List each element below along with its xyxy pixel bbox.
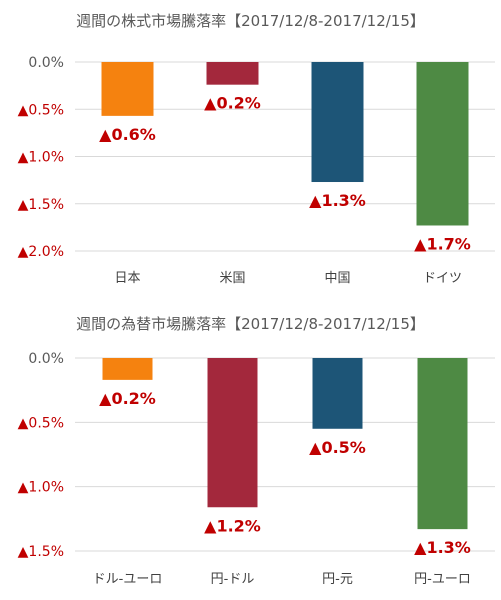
chart-title-fx: 週間の為替市場騰落率【2017/12/8-2017/12/15】	[76, 315, 425, 333]
fx-data-label-4: ▲1.3%	[414, 538, 471, 557]
stocks-data-label-2: ▲0.2%	[204, 94, 261, 113]
fx-data-label-2: ▲1.2%	[204, 516, 261, 535]
stocks-ytick-label: ▲0.5%	[18, 102, 64, 118]
fx-category-label-2: 円-ドル	[211, 572, 255, 587]
fx-ytick-label: ▲1.5%	[18, 544, 64, 560]
stocks-bar-3	[311, 62, 364, 183]
stocks-bar-4	[416, 62, 469, 226]
stocks-category-label-4: ドイツ	[423, 271, 462, 286]
stocks-ytick-label: ▲1.0%	[18, 150, 64, 166]
stocks-data-label-3: ▲1.3%	[309, 191, 366, 210]
stocks-ytick-label: ▲2.0%	[18, 244, 64, 260]
stocks-category-label-3: 中国	[324, 271, 350, 286]
fx-bar-2	[207, 358, 258, 508]
stocks-category-label-1: 日本	[114, 271, 140, 286]
stocks-ytick-label: 0.0%	[28, 55, 64, 71]
fx-data-label-1: ▲0.2%	[99, 389, 156, 408]
chart-title-stocks: 週間の株式市場騰落率【2017/12/8-2017/12/15】	[76, 12, 425, 30]
stocks-data-label-4: ▲1.7%	[414, 234, 471, 253]
stocks-category-label-2: 米国	[219, 271, 245, 286]
stocks-bar-2	[206, 62, 259, 85]
fx-ytick-label: ▲1.0%	[18, 480, 64, 496]
fx-category-label-3: 円-元	[322, 572, 353, 587]
fx-bar-1	[102, 358, 153, 380]
fx-ytick-label: ▲0.5%	[18, 415, 64, 431]
fx-category-label-4: 円-ユーロ	[414, 572, 471, 587]
fx-data-label-3: ▲0.5%	[309, 438, 366, 457]
fx-ytick-label: 0.0%	[28, 351, 64, 367]
fx-bar-4	[417, 358, 468, 530]
fx-bar-3	[312, 358, 363, 429]
stocks-ytick-label: ▲1.5%	[18, 197, 64, 213]
stocks-data-label-1: ▲0.6%	[99, 125, 156, 144]
fx-category-label-1: ドル-ユーロ	[93, 572, 163, 587]
stocks-bar-1	[101, 62, 154, 116]
